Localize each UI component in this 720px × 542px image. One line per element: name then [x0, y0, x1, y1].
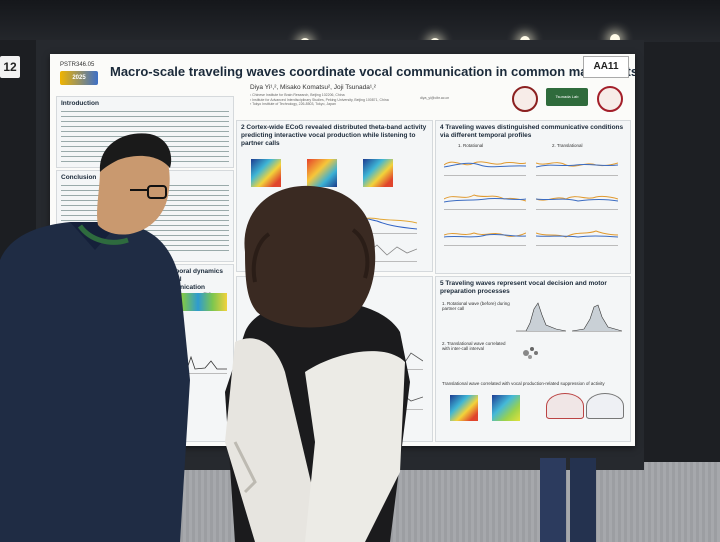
affiliation: ² Institute for Advanced Interdisciplina…	[250, 97, 389, 102]
heatmap-figure	[169, 293, 227, 311]
heatmap-figure	[251, 159, 281, 187]
person-man-glasses	[0, 133, 190, 542]
poster-title: Macro-scale traveling waves coordinate v…	[110, 64, 635, 79]
line-plot	[443, 153, 527, 176]
booth-tag-left: 12	[0, 56, 20, 78]
heatmap-figure	[450, 395, 478, 421]
poster-id: PSTR346.05	[60, 62, 95, 68]
figure-caption: Translational wave correlated with vocal…	[442, 381, 605, 386]
section-heading: Conclusion	[61, 174, 97, 181]
university-seal-icon	[597, 86, 623, 112]
affiliation: ³ Tokyo Institute of Technology, 226-850…	[250, 102, 336, 106]
section-heading: 2 Cortex-wide ECoG revealed distributed …	[241, 124, 427, 147]
ceiling-light	[610, 34, 620, 44]
poster-email: diya_yi@cibr.ac.cn	[420, 96, 450, 100]
subplot-label: 1. Rotational	[458, 143, 484, 148]
section-heading: Introduction	[61, 100, 99, 107]
person-legs	[540, 458, 596, 542]
line-plot	[535, 223, 619, 246]
lab-logo: Tsunada Lab	[546, 88, 588, 106]
line-plot	[443, 223, 527, 246]
line-plot	[535, 187, 619, 210]
section-5: 5 Traveling waves represent vocal decisi…	[435, 276, 631, 442]
histogram-figure	[571, 301, 623, 332]
line-plot	[535, 153, 619, 176]
heatmap-figure	[492, 395, 520, 421]
heatmap-figure	[307, 159, 337, 187]
brain-map-figure	[586, 393, 624, 419]
figure-caption: 2. Translational wave correlated with in…	[442, 341, 506, 351]
section-heading: 5 Traveling waves represent vocal decisi…	[440, 280, 607, 295]
section-4: 4 Traveling waves distinguished communic…	[435, 120, 631, 274]
conference-logo: 2025	[60, 71, 98, 85]
university-seal-icon	[512, 86, 538, 112]
poster-affiliations: ¹ Chinese Institute for Brain Research, …	[250, 93, 430, 107]
poster-board-right	[640, 42, 720, 462]
booth-tag-right: AA11	[583, 56, 629, 78]
histogram-figure	[516, 301, 567, 332]
poster-authors: Diya Yi¹,², Misako Komatsu², Joji Tsunad…	[250, 84, 376, 91]
person-woman-curly-hair	[225, 185, 410, 542]
figure-caption: 1. Rotational wave (before) during partn…	[442, 301, 510, 311]
heatmap-figure	[363, 159, 393, 187]
brain-map-figure	[546, 393, 584, 419]
subplot-label: 2. Translational	[552, 143, 583, 148]
scatter-figure	[516, 339, 556, 367]
affiliation: ¹ Chinese Institute for Brain Research, …	[250, 93, 345, 97]
line-plot	[443, 187, 527, 210]
section-heading: 4 Traveling waves distinguished communic…	[440, 124, 624, 139]
